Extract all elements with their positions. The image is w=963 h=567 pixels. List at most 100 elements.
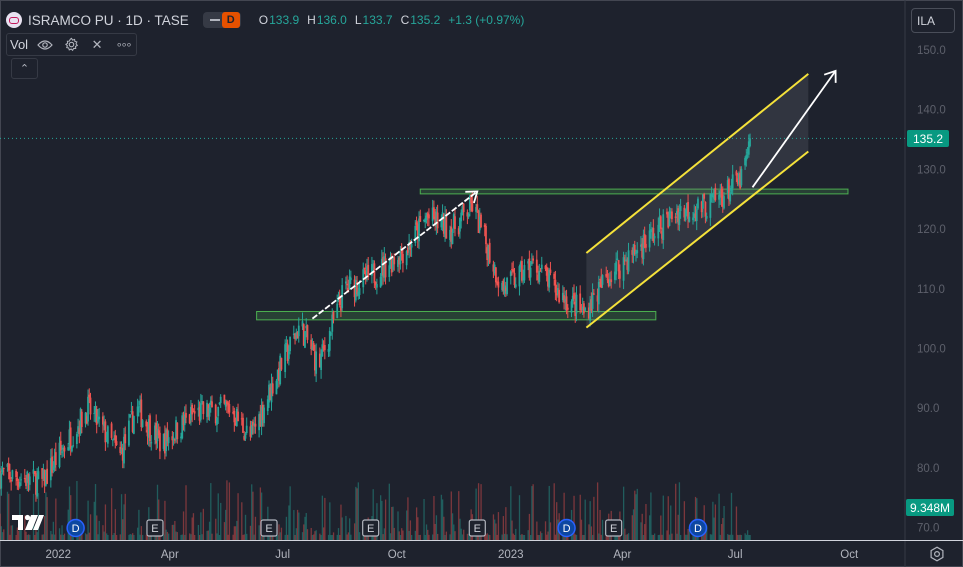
volume-bar bbox=[719, 534, 721, 540]
trend-arrow-1[interactable] bbox=[311, 190, 478, 320]
volume-bar bbox=[632, 509, 635, 540]
candle-body bbox=[504, 287, 507, 291]
collapse-legend-button[interactable]: ⌃ bbox=[11, 58, 38, 79]
earnings-marker[interactable] bbox=[146, 519, 164, 537]
candle-body bbox=[206, 402, 208, 417]
candle-body bbox=[147, 418, 150, 438]
symbol-title[interactable]: ISRAMCO PU · 1D · TASE bbox=[28, 12, 189, 28]
candle-body bbox=[564, 298, 567, 302]
candle-body bbox=[261, 404, 264, 421]
candle-body bbox=[110, 423, 113, 438]
candle-body bbox=[349, 277, 352, 281]
candle-body bbox=[501, 282, 503, 290]
volume-bar bbox=[192, 513, 195, 540]
close-icon[interactable]: ✕ bbox=[91, 36, 103, 52]
tradingview-logo-icon[interactable] bbox=[12, 512, 44, 530]
dividend-marker-label: D bbox=[694, 523, 702, 535]
candle-body bbox=[643, 233, 646, 248]
volume-bar bbox=[451, 513, 454, 540]
volume-bar bbox=[246, 533, 248, 540]
candle-body bbox=[640, 244, 642, 247]
volume-bar bbox=[332, 532, 335, 540]
volume-bar bbox=[96, 515, 98, 540]
earnings-marker[interactable] bbox=[468, 519, 486, 537]
volume-indicator-legend[interactable]: Vol ✕ ∘∘∘ bbox=[6, 33, 138, 56]
high-value: 136.0 bbox=[316, 13, 347, 27]
volume-bar bbox=[150, 534, 152, 540]
trend-arrow-2[interactable] bbox=[751, 70, 837, 188]
channel-lower-line[interactable] bbox=[585, 150, 809, 329]
candle-body bbox=[410, 244, 413, 248]
volume-bar bbox=[549, 522, 552, 540]
gear-icon[interactable] bbox=[58, 35, 84, 54]
candle-body bbox=[183, 414, 186, 426]
candle-body bbox=[346, 283, 349, 286]
volume-bar bbox=[728, 534, 730, 540]
volume-bar bbox=[296, 509, 299, 540]
volume-bar bbox=[198, 534, 201, 540]
trend-arrow-1-head[interactable] bbox=[465, 190, 479, 204]
delayed-data-badge[interactable]: D bbox=[221, 12, 240, 28]
volume-bar bbox=[305, 513, 307, 540]
volume-bar bbox=[748, 534, 750, 540]
candle-body bbox=[131, 411, 134, 432]
candle-body bbox=[592, 293, 595, 295]
candle-body bbox=[695, 209, 698, 221]
candle-body bbox=[37, 471, 40, 480]
volume-bar bbox=[657, 534, 659, 540]
volume-bar bbox=[200, 512, 202, 540]
volume-bar bbox=[120, 494, 123, 540]
chart-settings-icon[interactable] bbox=[928, 546, 946, 564]
eye-icon[interactable] bbox=[32, 35, 58, 54]
volume-bar bbox=[17, 530, 20, 540]
candle-body bbox=[687, 202, 689, 219]
candle-body bbox=[124, 434, 127, 444]
dividend-marker-label: D bbox=[563, 523, 571, 535]
volume-bar bbox=[718, 493, 720, 540]
candle-body bbox=[103, 422, 106, 427]
candle-body bbox=[77, 426, 80, 433]
data-status-toggle[interactable]: D bbox=[202, 12, 241, 28]
volume-bar bbox=[495, 523, 497, 540]
volume-bar bbox=[739, 534, 741, 540]
volume-bar bbox=[706, 525, 708, 540]
price-tick-label: 90.0 bbox=[917, 403, 939, 415]
volume-bar bbox=[341, 517, 343, 540]
volume-label[interactable]: Vol bbox=[10, 37, 29, 52]
candle-body bbox=[626, 260, 629, 270]
volume-bar bbox=[556, 502, 558, 540]
candle-body bbox=[278, 368, 280, 381]
volume-bar bbox=[182, 511, 185, 540]
channel-upper-line[interactable] bbox=[585, 73, 809, 254]
earnings-marker[interactable] bbox=[605, 519, 623, 537]
dividend-marker[interactable] bbox=[688, 518, 708, 538]
earnings-marker[interactable] bbox=[260, 519, 278, 537]
dividend-marker[interactable] bbox=[557, 518, 576, 538]
dividend-marker[interactable] bbox=[66, 518, 85, 538]
volume-bar bbox=[86, 534, 88, 540]
candle-body bbox=[242, 417, 244, 433]
volume-bar bbox=[433, 496, 435, 540]
volume-bar bbox=[735, 506, 738, 540]
volume-bar bbox=[574, 534, 576, 540]
volume-bar bbox=[538, 534, 540, 540]
volume-bar bbox=[720, 524, 723, 540]
volume-bar bbox=[124, 493, 126, 540]
more-icon[interactable]: ∘∘∘ bbox=[115, 39, 133, 51]
support-zone[interactable] bbox=[256, 310, 657, 321]
currency-button[interactable]: ILA bbox=[911, 8, 955, 33]
time-tick-label: 2023 bbox=[498, 549, 524, 561]
candle-body bbox=[694, 213, 697, 218]
resistance-zone[interactable] bbox=[419, 188, 849, 195]
volume-bar bbox=[315, 530, 317, 540]
volume-bar bbox=[3, 529, 5, 540]
earnings-marker[interactable] bbox=[362, 519, 380, 537]
candle-body bbox=[659, 216, 662, 229]
trend-arrow-2-head[interactable] bbox=[823, 69, 837, 83]
candle-body bbox=[304, 331, 306, 348]
symbol-logo-icon[interactable] bbox=[6, 12, 22, 28]
candle-body bbox=[579, 293, 582, 311]
volume-bar bbox=[324, 497, 326, 540]
